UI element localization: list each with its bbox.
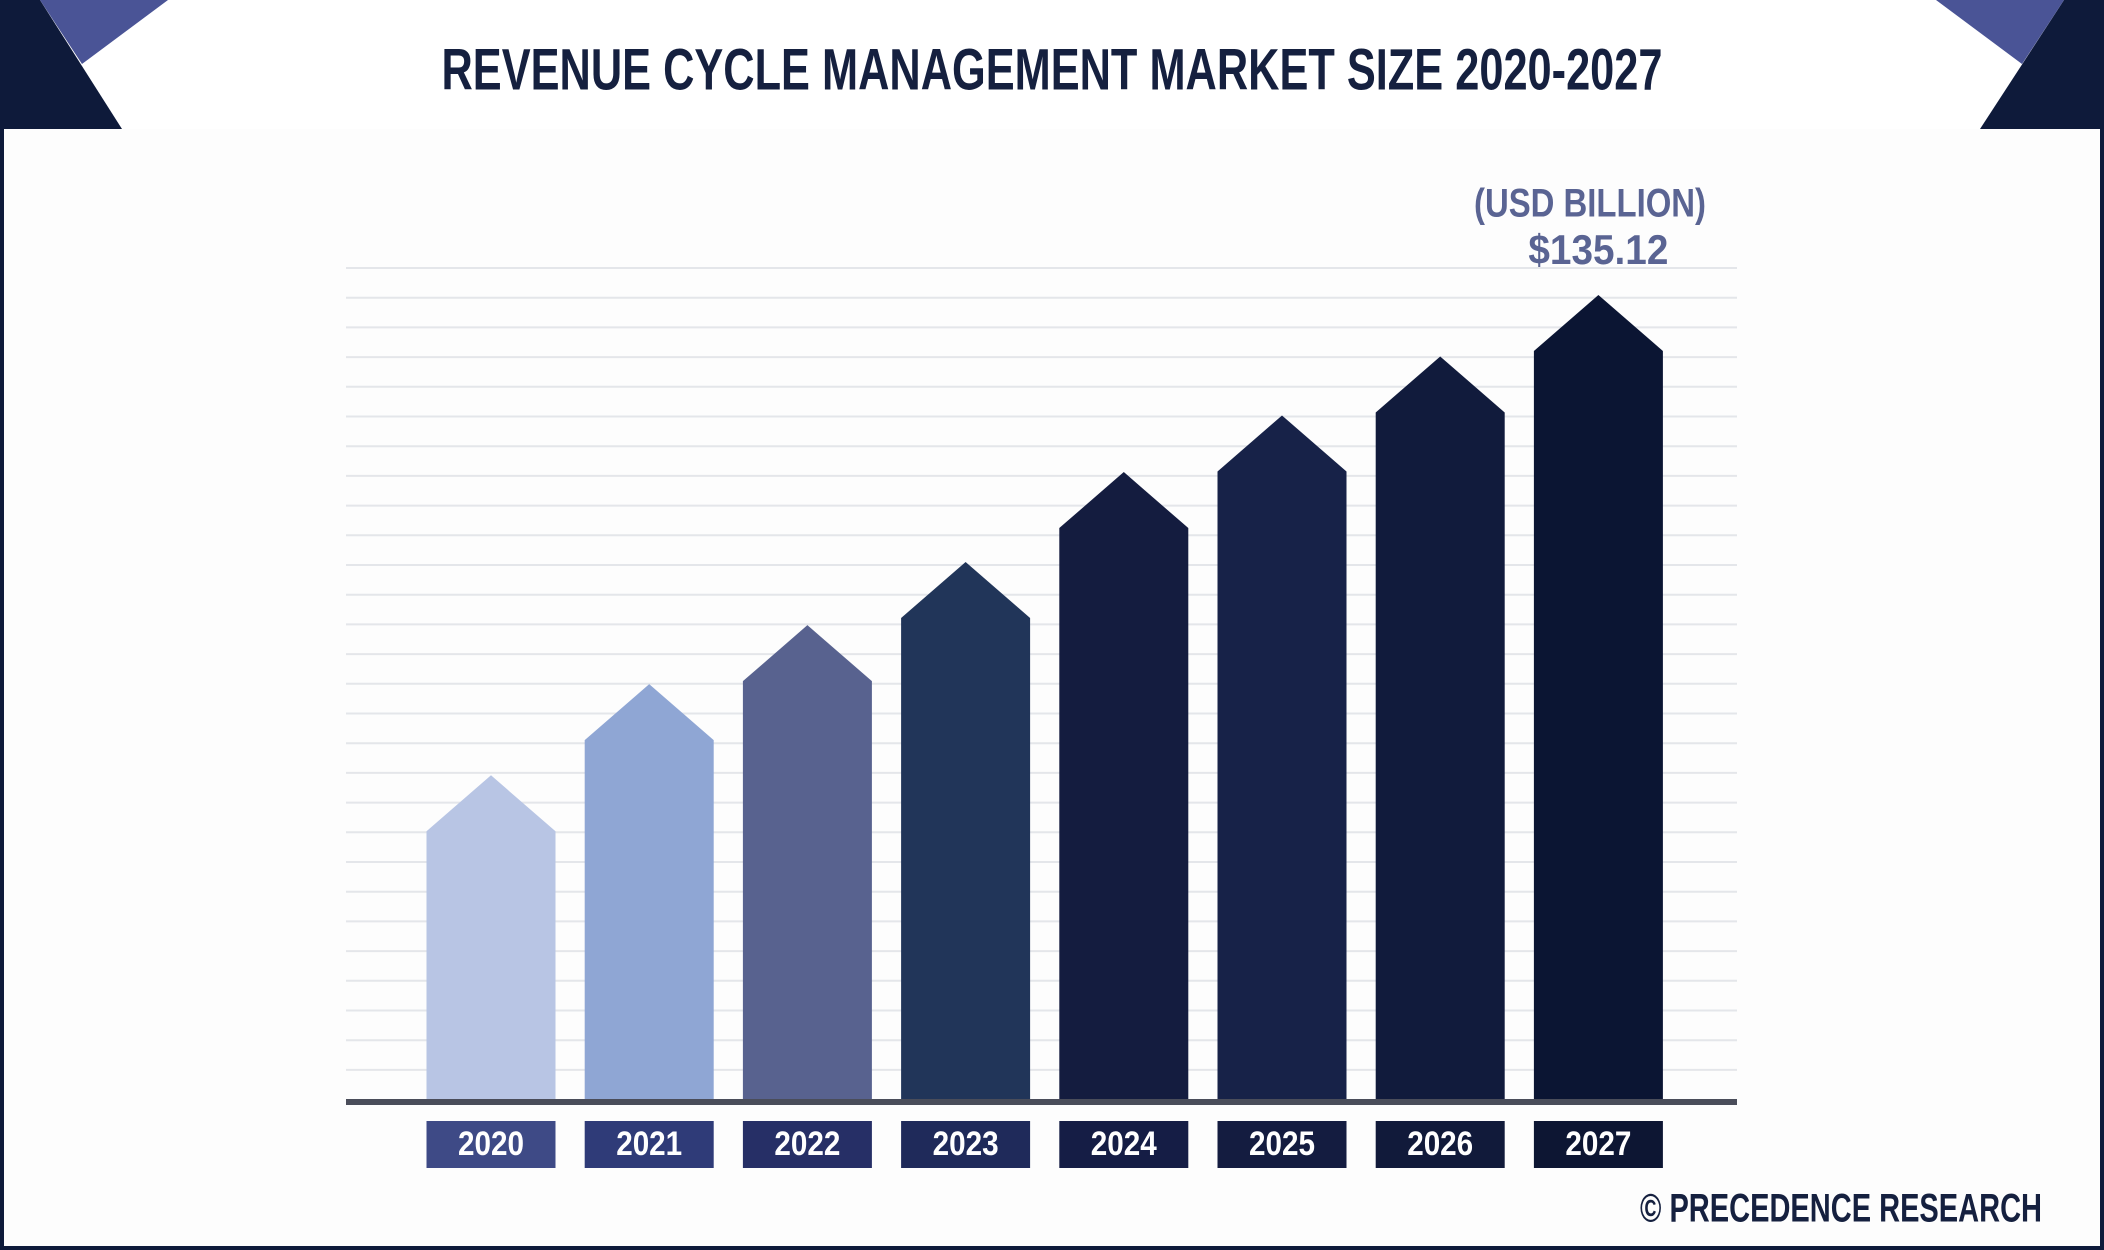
x-label-box xyxy=(901,1121,1031,1168)
grid xyxy=(346,267,1737,1071)
x-tick-label: 2022 xyxy=(774,1125,840,1163)
corner-accent xyxy=(1936,0,2064,64)
value-label: $135.12 xyxy=(1528,226,1668,273)
x-tick-label: 2020 xyxy=(458,1125,524,1163)
x-tick-label: 2027 xyxy=(1565,1125,1631,1163)
bar xyxy=(426,775,556,1100)
bar xyxy=(742,625,872,1100)
x-label-box xyxy=(584,1121,714,1168)
x-tick-label: 2025 xyxy=(1249,1125,1315,1163)
unit-label: (USD BILLION) xyxy=(1474,182,1706,226)
bar xyxy=(901,562,1031,1100)
source-label: © PRECEDENCE RESEARCH xyxy=(1640,1187,2042,1231)
x-label-box xyxy=(1217,1121,1347,1168)
chart-title: REVENUE CYCLE MANAGEMENT MARKET SIZE 202… xyxy=(442,37,1663,102)
x-label-box xyxy=(426,1121,556,1168)
x-tick-label: 2023 xyxy=(933,1125,999,1163)
corner-accent xyxy=(40,0,168,64)
x-tick-label: 2026 xyxy=(1407,1125,1473,1163)
x-label-box xyxy=(1375,1121,1505,1168)
x-label-box xyxy=(1533,1121,1663,1168)
x-label-box xyxy=(742,1121,872,1168)
x-tick-label: 2024 xyxy=(1091,1125,1157,1163)
x-label-box xyxy=(1059,1121,1189,1168)
title-banner xyxy=(40,0,2064,129)
bar xyxy=(1533,295,1663,1100)
bars: 2020 2021 2022 2023 2024 2025 2026 $135.12 2027 xyxy=(426,226,1668,1168)
bar xyxy=(1217,415,1347,1101)
bar xyxy=(1059,472,1189,1100)
x-tick-label: 2021 xyxy=(616,1125,682,1163)
bar xyxy=(584,684,714,1100)
bar xyxy=(1375,356,1505,1100)
chart-body xyxy=(4,129,2100,1246)
